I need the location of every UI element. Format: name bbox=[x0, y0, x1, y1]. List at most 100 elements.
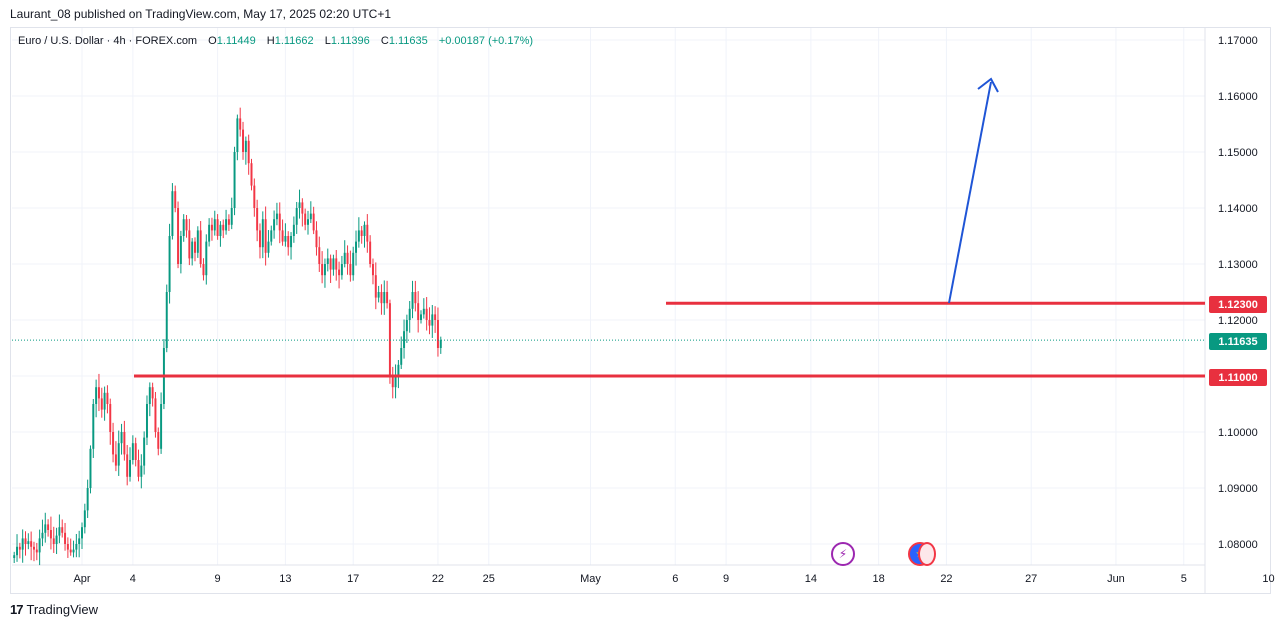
candle-body bbox=[109, 404, 112, 432]
candle-body bbox=[417, 303, 420, 320]
candle-body bbox=[267, 241, 270, 253]
candle-body bbox=[160, 404, 163, 449]
candle-body bbox=[349, 264, 352, 276]
x-tick-label: 22 bbox=[940, 573, 952, 585]
chart-legend: Euro / U.S. Dollar · 4h · FOREX.com O1.1… bbox=[18, 35, 533, 47]
candle-body bbox=[174, 191, 177, 208]
candle-body bbox=[352, 252, 355, 276]
candle-body bbox=[112, 432, 115, 455]
x-tick-label: 4 bbox=[130, 573, 136, 585]
candle-body bbox=[86, 488, 89, 511]
y-tick-label: 1.10000 bbox=[1218, 427, 1258, 439]
candle-body bbox=[35, 549, 38, 553]
candle-body bbox=[434, 314, 437, 320]
candle-body bbox=[312, 213, 315, 231]
lightning-icon[interactable]: ⚡ bbox=[831, 542, 855, 566]
candle-body bbox=[202, 264, 205, 276]
publish-info: Laurant_08 published on TradingView.com,… bbox=[10, 7, 392, 21]
tradingview-logo[interactable]: 17 TradingView bbox=[10, 602, 98, 617]
projection-arrow[interactable] bbox=[948, 81, 992, 304]
candle-body bbox=[230, 208, 233, 225]
candle-body bbox=[323, 264, 326, 276]
legend-change: +0.00187 (+0.17%) bbox=[438, 35, 534, 47]
y-tick-label: 1.13000 bbox=[1218, 259, 1258, 271]
candle-body bbox=[24, 538, 27, 544]
candle-body bbox=[309, 213, 312, 220]
resistance-price-tag: 1.12300 bbox=[1209, 296, 1267, 313]
candle-body bbox=[394, 376, 397, 388]
candle-body bbox=[256, 208, 259, 231]
candle-body bbox=[154, 398, 157, 432]
candle-body bbox=[338, 269, 341, 276]
candle-body bbox=[377, 292, 380, 298]
arrow-head bbox=[977, 77, 999, 93]
candle-body bbox=[171, 191, 174, 236]
candle-body bbox=[236, 118, 239, 152]
candle-body bbox=[168, 236, 171, 292]
candle-body bbox=[199, 230, 202, 264]
candle-body bbox=[420, 314, 422, 320]
candle-body bbox=[148, 387, 151, 404]
candle-body bbox=[290, 236, 293, 248]
candle-body bbox=[16, 546, 19, 556]
x-tick-label: 13 bbox=[279, 573, 291, 585]
candle-body bbox=[117, 443, 120, 466]
legend-low-label: L bbox=[324, 35, 331, 47]
candle-body bbox=[131, 443, 134, 460]
candle-body bbox=[38, 538, 41, 553]
candle-body bbox=[411, 292, 414, 309]
candle-body bbox=[157, 432, 160, 449]
candle-body bbox=[275, 213, 278, 220]
candle-body bbox=[58, 527, 61, 536]
candle-body bbox=[391, 376, 394, 388]
x-tick-label: 5 bbox=[1181, 573, 1187, 585]
candle-body bbox=[21, 538, 24, 550]
candle-body bbox=[295, 208, 298, 225]
candle-body bbox=[386, 292, 389, 304]
y-tick-label: 1.14000 bbox=[1218, 203, 1258, 215]
candle-body bbox=[273, 219, 276, 231]
candle-body bbox=[281, 230, 284, 242]
candle-body bbox=[123, 432, 126, 455]
legend-close-label: C bbox=[380, 35, 389, 47]
y-tick-label: 1.17000 bbox=[1218, 35, 1258, 47]
candle-body bbox=[304, 213, 307, 225]
candle-body bbox=[222, 224, 225, 231]
candle-body bbox=[66, 544, 69, 550]
y-tick-label: 1.12000 bbox=[1218, 315, 1258, 327]
candle-body bbox=[388, 303, 391, 376]
candle-body bbox=[307, 219, 309, 225]
candle-body bbox=[369, 241, 372, 264]
candle-body bbox=[318, 247, 321, 264]
legend-open-label: O bbox=[208, 35, 217, 47]
candle-body bbox=[81, 527, 83, 539]
candle-body bbox=[301, 202, 304, 214]
candle-body bbox=[436, 320, 439, 348]
legend-open-value: 1.11449 bbox=[216, 35, 256, 47]
current-price-tag: 1.11635 bbox=[1209, 333, 1267, 350]
candle-body bbox=[363, 224, 366, 236]
candle-body bbox=[343, 252, 346, 264]
chart-frame[interactable] bbox=[10, 27, 1271, 594]
candle-body bbox=[374, 275, 377, 298]
candle-body bbox=[405, 320, 408, 332]
candle-body bbox=[315, 230, 318, 248]
candle-body bbox=[151, 387, 154, 399]
candle-body bbox=[428, 320, 431, 326]
candle-body bbox=[41, 532, 44, 539]
candle-body bbox=[270, 230, 273, 242]
candle-body bbox=[49, 530, 52, 539]
candle-body bbox=[177, 208, 180, 264]
candle-body bbox=[100, 398, 103, 410]
x-tick-label: 6 bbox=[672, 573, 678, 585]
candle-body bbox=[335, 258, 338, 270]
candle-body bbox=[292, 224, 295, 236]
candle-body bbox=[408, 308, 411, 320]
candle-body bbox=[95, 387, 98, 404]
candle-body bbox=[140, 465, 143, 477]
candle-body bbox=[64, 532, 67, 544]
candle-body bbox=[69, 549, 72, 553]
x-tick-label: 10 bbox=[1262, 573, 1274, 585]
event-stack-icon[interactable] bbox=[918, 542, 936, 566]
